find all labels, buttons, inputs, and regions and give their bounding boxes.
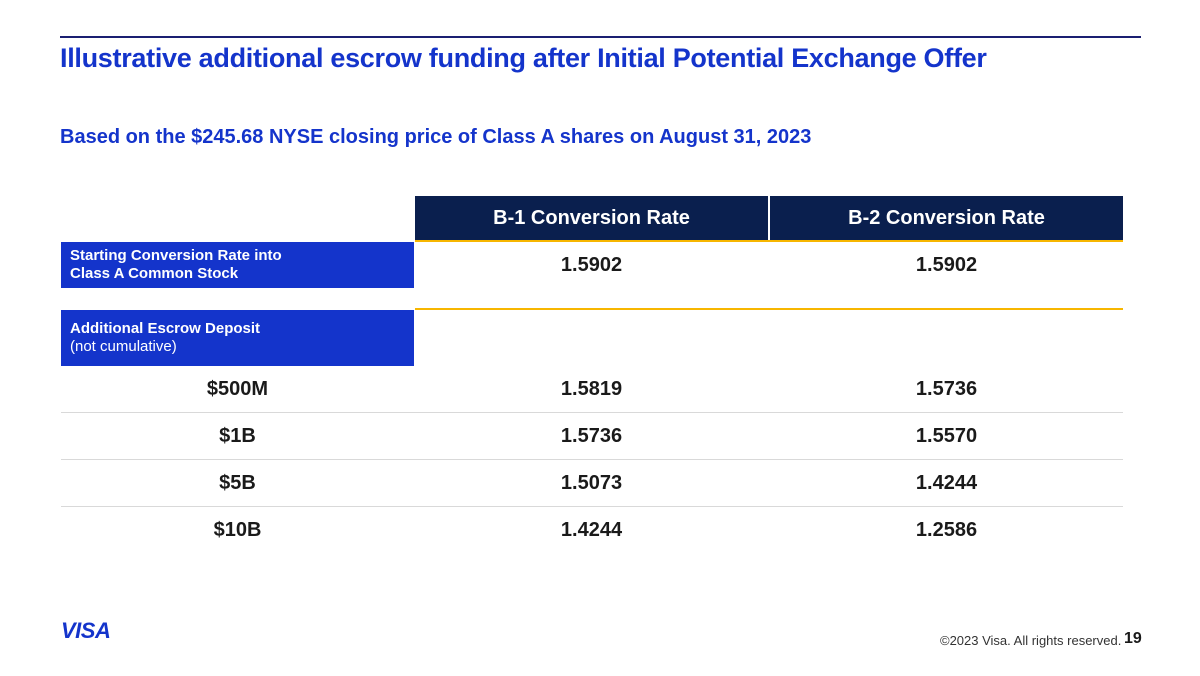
b1-rate: 1.5073: [560, 471, 623, 494]
row-divider: [61, 459, 1123, 460]
deposit-amount: $500M: [206, 378, 269, 400]
deposit-amount: $1B: [219, 424, 256, 447]
column-header-b1: B-1 Conversion Rate: [415, 196, 768, 240]
escrow-deposit-label-line2: (not cumulative): [70, 338, 177, 355]
row-divider: [61, 412, 1123, 413]
b2-rate: 1.2586: [915, 518, 978, 541]
row-divider: [61, 506, 1123, 507]
page-number: 19: [1124, 630, 1142, 647]
visa-logo: VISA: [61, 618, 111, 643]
gold-divider: [415, 308, 1123, 310]
starting-rate-b2: 1.5902: [915, 253, 978, 276]
b1-rate: 1.5819: [560, 378, 623, 400]
deposit-amount: $10B: [213, 518, 262, 541]
deposit-amount: $5B: [219, 471, 256, 494]
escrow-deposit-label-line1: Additional Escrow Deposit: [70, 320, 261, 337]
b2-rate: 1.5736: [915, 378, 978, 400]
page-title: Illustrative additional escrow funding a…: [60, 43, 987, 73]
b1-rate: 1.5736: [560, 424, 623, 447]
top-rule: [60, 36, 1141, 38]
starting-rate-label: Starting Conversion Rate into Class A Co…: [61, 242, 414, 288]
gold-divider: [415, 240, 1123, 242]
column-header-b2: B-2 Conversion Rate: [770, 196, 1123, 240]
b2-rate: 1.5570: [915, 424, 978, 447]
b2-rate: 1.4244: [915, 471, 978, 494]
escrow-deposit-label: Additional Escrow Deposit (not cumulativ…: [61, 310, 414, 366]
b1-rate: 1.4244: [560, 518, 623, 541]
starting-rate-label-line2: Class A Common Stock: [70, 265, 239, 282]
starting-rate-b1: 1.5902: [560, 253, 623, 276]
page-subtitle: Based on the $245.68 NYSE closing price …: [60, 126, 812, 148]
copyright-notice: ©2023 Visa. All rights reserved.: [940, 633, 1122, 648]
starting-rate-label-line1: Starting Conversion Rate into: [70, 247, 282, 264]
